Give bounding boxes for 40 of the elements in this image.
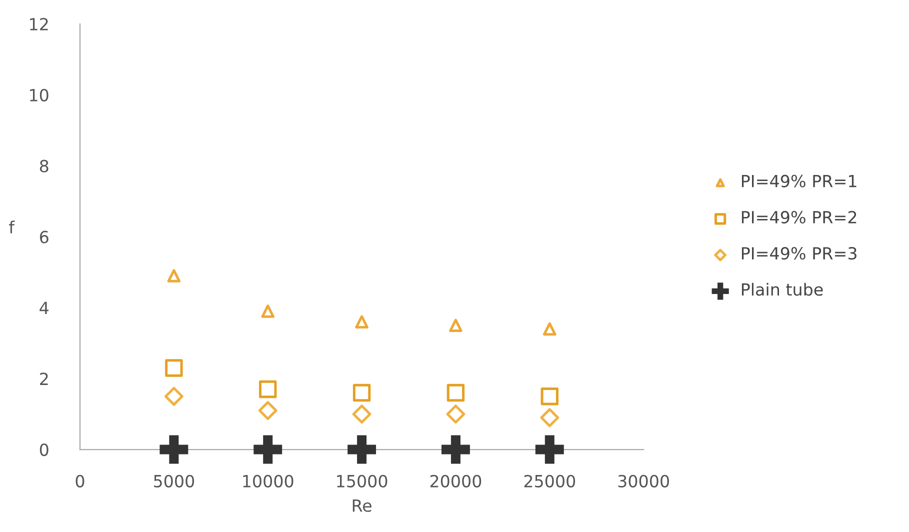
point <box>355 315 368 328</box>
point <box>160 435 188 464</box>
point <box>167 269 181 282</box>
point <box>258 401 278 420</box>
y-tick-label: 8 <box>40 160 48 172</box>
point <box>348 435 376 464</box>
point <box>446 404 466 424</box>
point <box>254 435 282 464</box>
y-axis-title: f <box>9 220 15 234</box>
x-tick-label: 25000 <box>524 474 576 488</box>
point <box>535 435 564 464</box>
point <box>540 408 560 428</box>
y-tick-label: 10 <box>30 88 48 102</box>
point <box>352 404 372 424</box>
x-tick-label: 0 <box>76 474 84 488</box>
x-tick-label: 30000 <box>618 474 669 488</box>
point <box>441 435 470 464</box>
legend-label: Plain tube <box>742 282 823 296</box>
y-tick-label: 12 <box>30 18 48 30</box>
point <box>540 387 558 406</box>
x-axis-title: Re <box>352 500 372 512</box>
legend-label: PI=49% PR=3 <box>742 247 856 260</box>
x-tick-label: 15000 <box>337 474 388 488</box>
point <box>352 384 371 402</box>
legend-label: PI=49% PR=2 <box>742 210 856 224</box>
point <box>449 318 462 332</box>
x-tick-label: 20000 <box>430 474 482 488</box>
point <box>164 386 184 406</box>
y-tick-label: 6 <box>40 230 48 244</box>
legend-label: PI=49% PR=1 <box>742 174 856 188</box>
y-tick-label: 2 <box>40 372 48 385</box>
x-tick-label: 5000 <box>154 474 194 488</box>
y-tick-label: 0 <box>40 444 48 456</box>
x-tick-label: 10000 <box>243 474 294 488</box>
point <box>258 380 277 398</box>
y-tick-label: 4 <box>40 302 48 314</box>
point <box>165 359 183 377</box>
point <box>446 384 465 402</box>
point <box>543 322 556 336</box>
point <box>261 304 274 318</box>
